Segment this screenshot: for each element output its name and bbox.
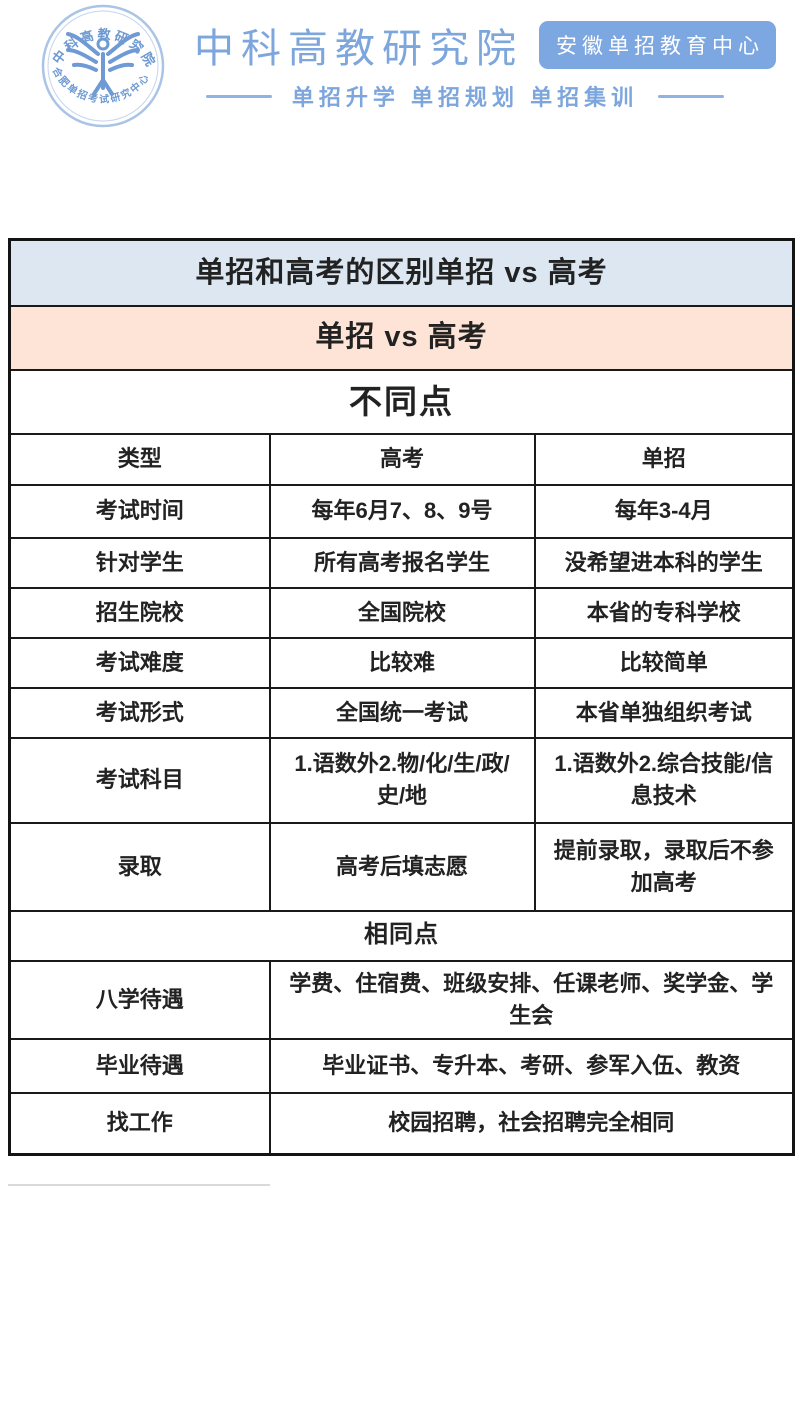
danzhao-cell: 每年3-4月 [533,483,795,539]
table-row-main-title: 单招和高考的区别单招 vs 高考 [8,238,795,307]
danzhao-cell: 提前录取，录取后不参加高考 [533,821,795,912]
diff-section-header: 不同点 [8,368,795,435]
same-value-cell: 校园招聘，社会招聘完全相同 [268,1091,795,1156]
table-row: 考试难度 比较难 比较简单 [8,636,795,689]
table-subtitle: 单招 vs 高考 [8,304,795,371]
danzhao-cell: 没希望进本科的学生 [533,536,795,589]
row-label: 找工作 [8,1091,271,1156]
tagline-text: 单招升学 单招规划 单招集训 [291,85,639,110]
gaokao-cell: 全国统一考试 [268,686,536,739]
same-value-cell: 毕业证书、专升本、考研、参军入伍、教资 [268,1037,795,1094]
row-label: 针对学生 [8,536,271,589]
danzhao-cell: 比较简单 [533,636,795,689]
brand-title: 中科高教研究院 [194,27,523,71]
table-row: 录取 高考后填志愿 提前录取，录取后不参加高考 [8,821,795,912]
eagle-icon [66,32,140,96]
row-label: 录取 [8,821,271,912]
table-row: 考试时间 每年6月7、8、9号 每年3-4月 [8,483,795,539]
table-row-same-section: 相同点 [8,909,795,962]
gaokao-cell: 所有高考报名学生 [268,536,536,589]
row-label: 考试时间 [8,483,271,539]
gaokao-cell: 全国院校 [268,586,536,639]
table-main-title: 单招和高考的区别单招 vs 高考 [8,238,795,307]
table-row: 八学待遇 学费、住宿费、班级安排、任课老师、奖学金、学生会 [8,959,795,1040]
tagline-dash-right-icon [658,94,725,98]
col-header-gaokao: 高考 [268,432,536,486]
table-row: 考试科目 1.语数外2.物/化/生/政/史/地 1.语数外2.综合技能/信息技术 [8,736,795,824]
region-badge: 安徽单招教育中心 [539,21,776,69]
row-label: 招生院校 [8,586,271,639]
gaokao-cell: 每年6月7、8、9号 [268,483,536,539]
institute-seal-logo: 中科高教研究院 合肥单招考试研究中心 [41,4,165,128]
comparison-table: 单招和高考的区别单招 vs 高考 单招 vs 高考 不同点 类型 高考 单招 考… [8,238,796,1156]
danzhao-cell: 1.语数外2.综合技能/信息技术 [533,736,795,824]
table-row: 招生院校 全国院校 本省的专科学校 [8,586,795,639]
table-row: 毕业待遇 毕业证书、专升本、考研、参军入伍、教资 [8,1037,795,1094]
same-value-cell: 学费、住宿费、班级安排、任课老师、奖学金、学生会 [268,959,795,1040]
brand-row: 中科高教研究院 安徽单招教育中心 [178,16,792,74]
gaokao-cell: 比较难 [268,636,536,689]
table-row-diff-section: 不同点 [8,368,795,435]
table-row: 找工作 校园招聘，社会招聘完全相同 [8,1091,795,1156]
tagline: 单招升学 单招规划 单招集训 [185,80,745,112]
gaokao-cell: 1.语数外2.物/化/生/政/史/地 [268,736,536,824]
row-label: 考试科目 [8,736,271,824]
table-row: 针对学生 所有高考报名学生 没希望进本科的学生 [8,536,795,589]
table-row: 考试形式 全国统一考试 本省单独组织考试 [8,686,795,739]
same-section-header: 相同点 [8,909,795,962]
row-label: 考试难度 [8,636,271,689]
danzhao-cell: 本省的专科学校 [533,586,795,639]
brand-header: 中科高教研究院 合肥单招考试研究中心 中科高教研究院 安徽单招教育中心 [0,0,800,140]
row-label: 考试形式 [8,686,271,739]
col-header-type: 类型 [8,432,271,486]
table-row-column-headers: 类型 高考 单招 [8,432,795,486]
col-header-danzhao: 单招 [533,432,795,486]
gaokao-cell: 高考后填志愿 [268,821,536,912]
table-row-subtitle: 单招 vs 高考 [8,304,795,371]
row-label: 毕业待遇 [8,1037,271,1094]
danzhao-cell: 本省单独组织考试 [533,686,795,739]
tagline-dash-left-icon [205,94,272,98]
row-label: 八学待遇 [8,959,271,1040]
table-bottom-shadow [8,1184,270,1186]
